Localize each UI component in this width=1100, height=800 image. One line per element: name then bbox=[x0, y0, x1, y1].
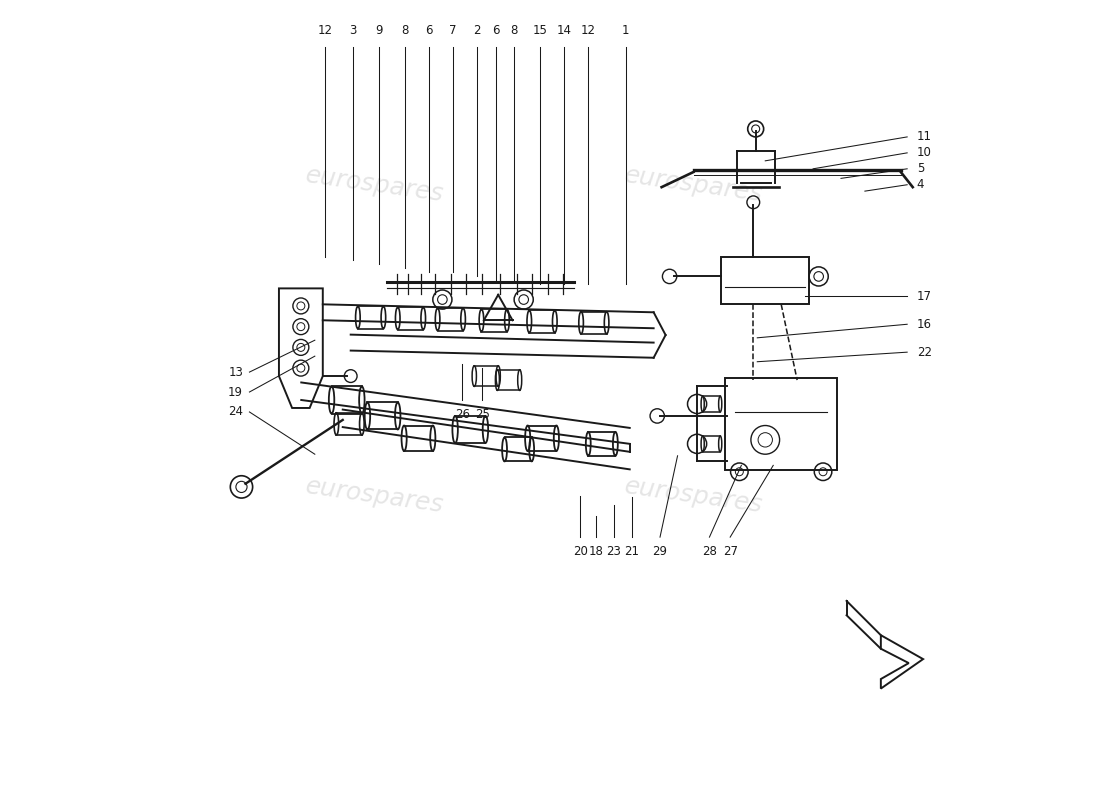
Text: 20: 20 bbox=[573, 545, 587, 558]
Text: 28: 28 bbox=[702, 545, 717, 558]
Text: 1: 1 bbox=[621, 24, 629, 38]
Text: 16: 16 bbox=[916, 318, 932, 330]
Text: 19: 19 bbox=[228, 386, 243, 398]
Text: 10: 10 bbox=[916, 146, 932, 159]
Text: 11: 11 bbox=[916, 130, 932, 143]
Text: 6: 6 bbox=[492, 24, 499, 38]
Text: 22: 22 bbox=[916, 346, 932, 358]
Text: 29: 29 bbox=[652, 545, 668, 558]
Text: 2: 2 bbox=[473, 24, 481, 38]
Text: 9: 9 bbox=[375, 24, 383, 38]
Text: 8: 8 bbox=[402, 24, 408, 38]
Text: 23: 23 bbox=[606, 545, 621, 558]
Text: 12: 12 bbox=[318, 24, 332, 38]
Text: eurospares: eurospares bbox=[304, 474, 446, 518]
Text: 26: 26 bbox=[454, 408, 470, 421]
Text: 24: 24 bbox=[228, 406, 243, 418]
Text: eurospares: eurospares bbox=[304, 163, 446, 206]
Text: 17: 17 bbox=[916, 290, 932, 303]
Text: eurospares: eurospares bbox=[623, 474, 764, 518]
Text: 5: 5 bbox=[916, 162, 924, 175]
Text: 6: 6 bbox=[425, 24, 432, 38]
Text: 4: 4 bbox=[916, 178, 924, 191]
Text: 27: 27 bbox=[723, 545, 738, 558]
Text: 25: 25 bbox=[475, 408, 490, 421]
Text: 3: 3 bbox=[350, 24, 356, 38]
Text: 21: 21 bbox=[625, 545, 639, 558]
Text: 12: 12 bbox=[581, 24, 596, 38]
Text: eurospares: eurospares bbox=[623, 163, 764, 206]
Text: 14: 14 bbox=[557, 24, 572, 38]
Text: 15: 15 bbox=[534, 24, 548, 38]
Text: 18: 18 bbox=[588, 545, 604, 558]
Text: 7: 7 bbox=[449, 24, 456, 38]
Text: 13: 13 bbox=[228, 366, 243, 378]
Text: 8: 8 bbox=[510, 24, 518, 38]
Bar bbox=[722, 257, 810, 304]
